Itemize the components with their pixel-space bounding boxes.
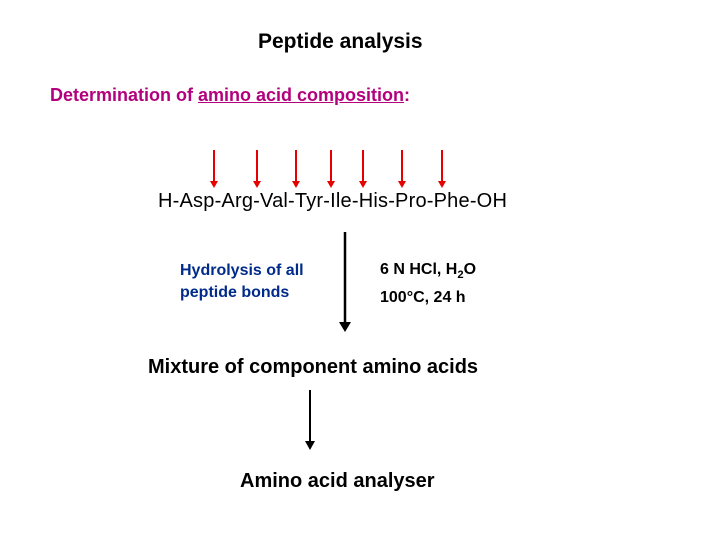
analyser-arrow-down [0,0,720,540]
analyser-text: Amino acid analyser [240,470,435,493]
